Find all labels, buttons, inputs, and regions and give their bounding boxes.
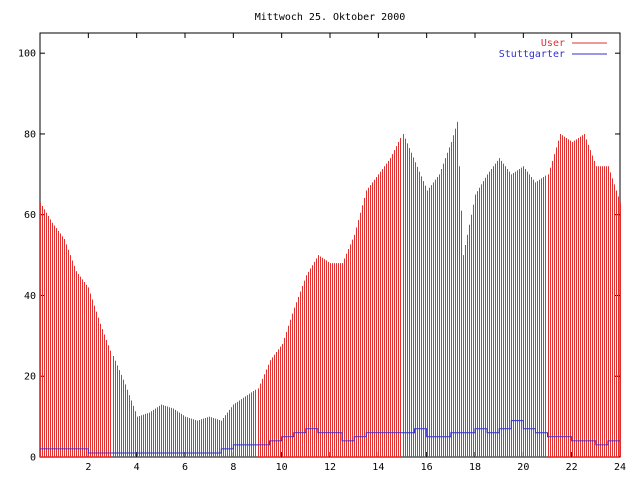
y-tick-label: 40 xyxy=(24,291,36,302)
x-tick-label: 12 xyxy=(324,462,336,473)
x-tick-label: 14 xyxy=(372,462,384,473)
chart-title: Mittwoch 25. Oktober 2000 xyxy=(255,12,406,23)
y-tick-label: 80 xyxy=(24,129,36,140)
x-tick-label: 8 xyxy=(230,462,236,473)
x-tick-label: 20 xyxy=(517,462,529,473)
y-axis: 0 20 40 60 80 100 xyxy=(18,49,620,464)
series-user xyxy=(40,121,621,457)
stuttgarter-line xyxy=(40,420,620,454)
y-tick-label: 60 xyxy=(24,210,36,221)
x-tick-label: 24 xyxy=(614,462,626,473)
y-tick-label: 100 xyxy=(18,49,36,60)
y-tick-label: 20 xyxy=(24,372,36,383)
x-tick-label: 10 xyxy=(276,462,288,473)
series-stuttgarter xyxy=(40,420,620,454)
x-tick-label: 18 xyxy=(469,462,481,473)
x-tick-label: 16 xyxy=(421,462,433,473)
x-tick-label: 2 xyxy=(85,462,91,473)
x-axis: 2 4 6 8 10 12 14 16 18 20 22 24 xyxy=(85,33,626,473)
x-tick-label: 22 xyxy=(566,462,578,473)
x-tick-label: 6 xyxy=(182,462,188,473)
legend-label: User xyxy=(541,38,565,49)
x-tick-label: 4 xyxy=(134,462,140,473)
y-tick-label: 0 xyxy=(30,453,36,464)
legend-label: Stuttgarter xyxy=(499,49,565,60)
